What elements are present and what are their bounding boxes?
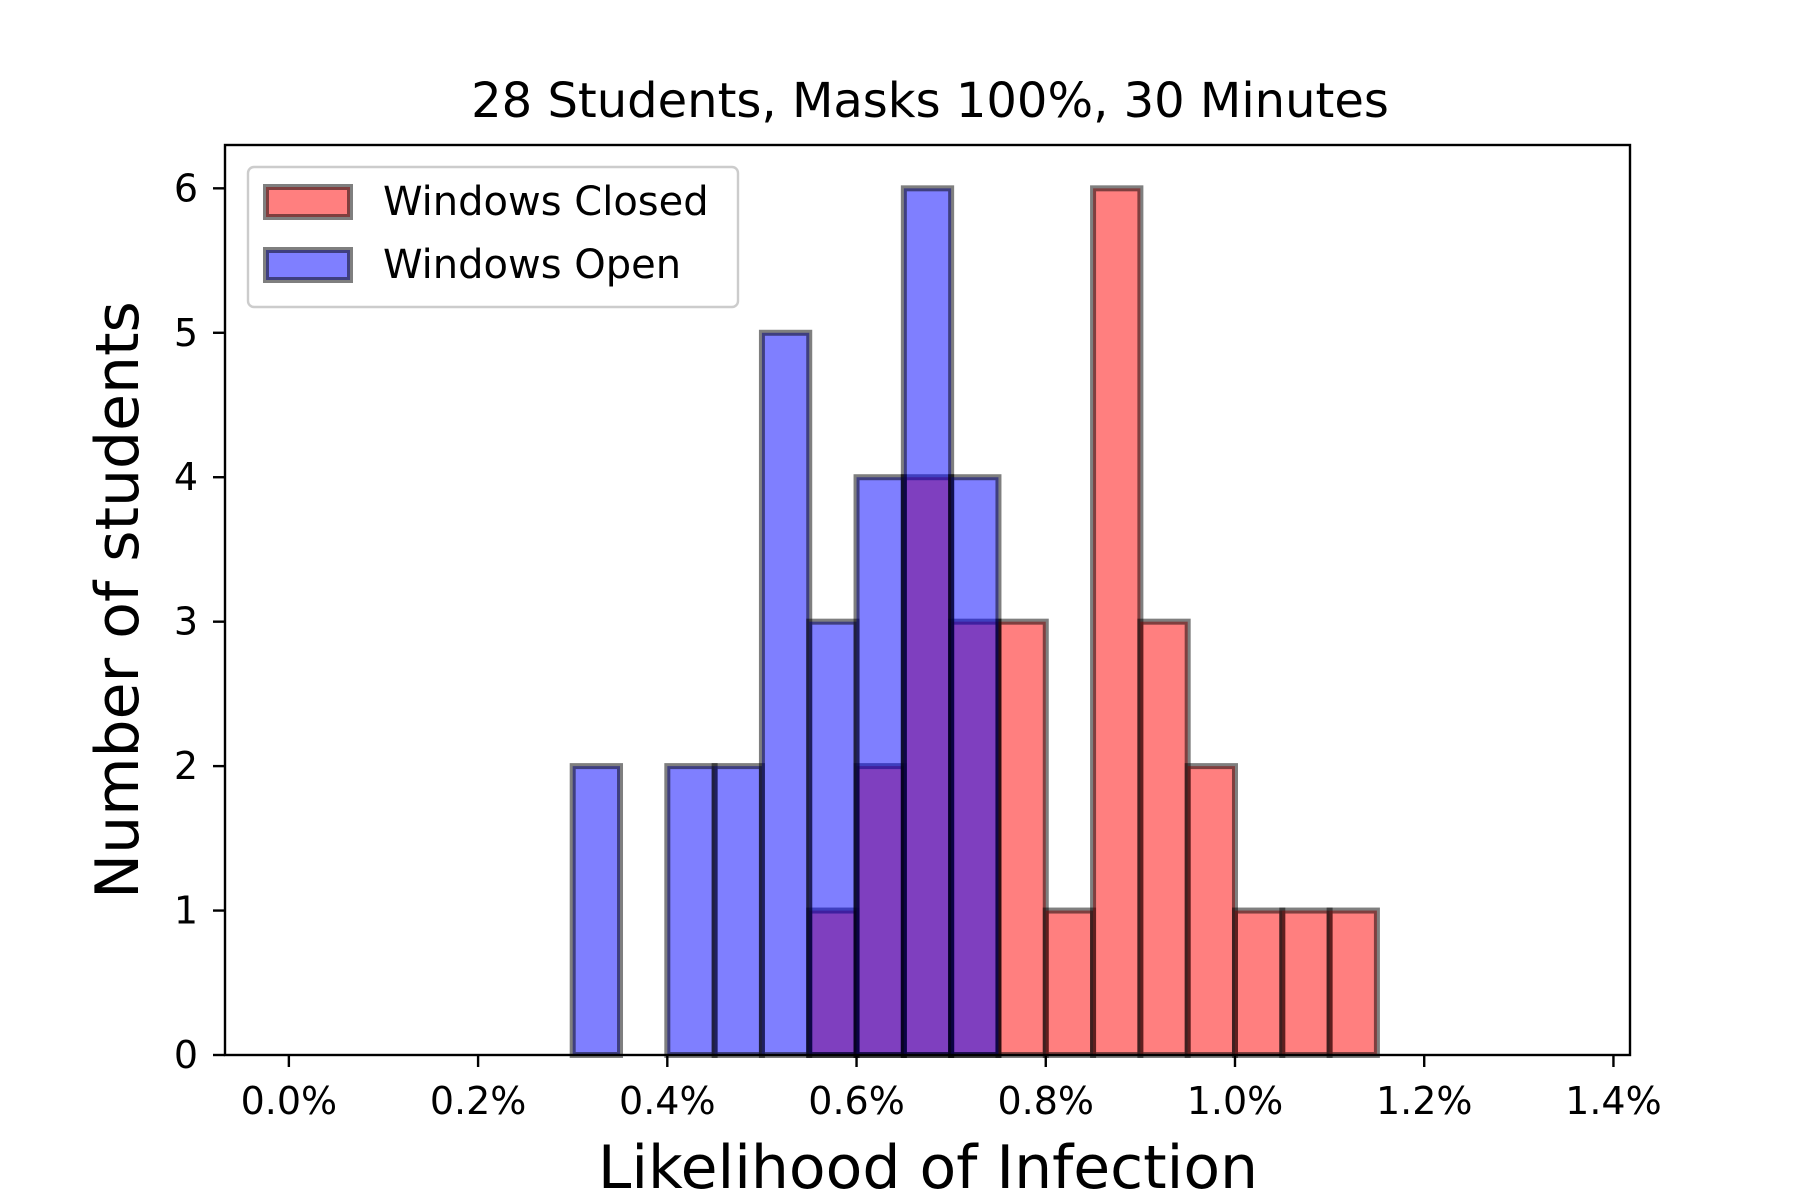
y-tick-label: 1 [174, 889, 198, 933]
legend: Windows Closed Windows Open [246, 165, 740, 309]
y-tick-label: 2 [174, 744, 198, 788]
plot-frame [223, 143, 1632, 1057]
y-tick-label: 5 [174, 311, 198, 355]
windows-closed-bar [1137, 618, 1191, 1059]
windows-open-bar [664, 763, 718, 1058]
x-axis-ticks: 0.0% 0.2% 0.4% 0.6% 0.8% 1.0% 1.2% 1.4% [241, 1055, 1662, 1123]
legend-label-windows-open: Windows Open [383, 242, 681, 288]
legend-box [246, 165, 740, 309]
legend-label-windows-closed: Windows Closed [383, 179, 709, 225]
windows-open-bar [948, 474, 1002, 1058]
y-tick-label: 4 [174, 455, 198, 499]
windows-open-bar [900, 185, 955, 1059]
windows-open-bar [806, 618, 860, 1059]
y-tick-label: 3 [174, 600, 198, 644]
x-tick-label: 0.4% [619, 1079, 716, 1123]
x-tick-label: 0.8% [997, 1079, 1094, 1123]
y-axis-ticks: 0 1 2 3 4 5 6 [174, 166, 225, 1077]
x-tick-label: 1.2% [1376, 1079, 1473, 1123]
windows-closed-bar [995, 618, 1049, 1059]
windows-open-bar [711, 763, 765, 1058]
legend-swatch-windows-open [263, 247, 353, 283]
windows-closed-bar [1090, 185, 1144, 1059]
windows-open-bar [758, 329, 813, 1058]
windows-closed-bar [1279, 907, 1333, 1058]
windows-closed-bar [1326, 907, 1380, 1058]
windows-open-bar [853, 474, 907, 1058]
y-tick-label: 6 [174, 166, 198, 210]
windows-closed-bar [1231, 907, 1286, 1058]
windows-open-bar [569, 763, 624, 1058]
y-tick-label: 0 [174, 1033, 198, 1077]
windows-closed-bar [1184, 763, 1238, 1058]
x-tick-label: 0.2% [430, 1079, 527, 1123]
x-tick-label: 0.6% [808, 1079, 905, 1123]
windows-closed-bar [1042, 907, 1097, 1058]
chart-title: 28 Students, Masks 100%, 30 Minutes [471, 73, 1389, 129]
x-tick-label: 1.4% [1565, 1079, 1662, 1123]
legend-swatch-windows-closed [263, 184, 353, 220]
x-tick-label: 1.0% [1187, 1079, 1284, 1123]
y-axis-label: Number of students [83, 301, 153, 899]
x-axis-label: Likelihood of Infection [598, 1133, 1258, 1200]
bars-layer [569, 185, 1380, 1059]
x-tick-label: 0.0% [241, 1079, 338, 1123]
